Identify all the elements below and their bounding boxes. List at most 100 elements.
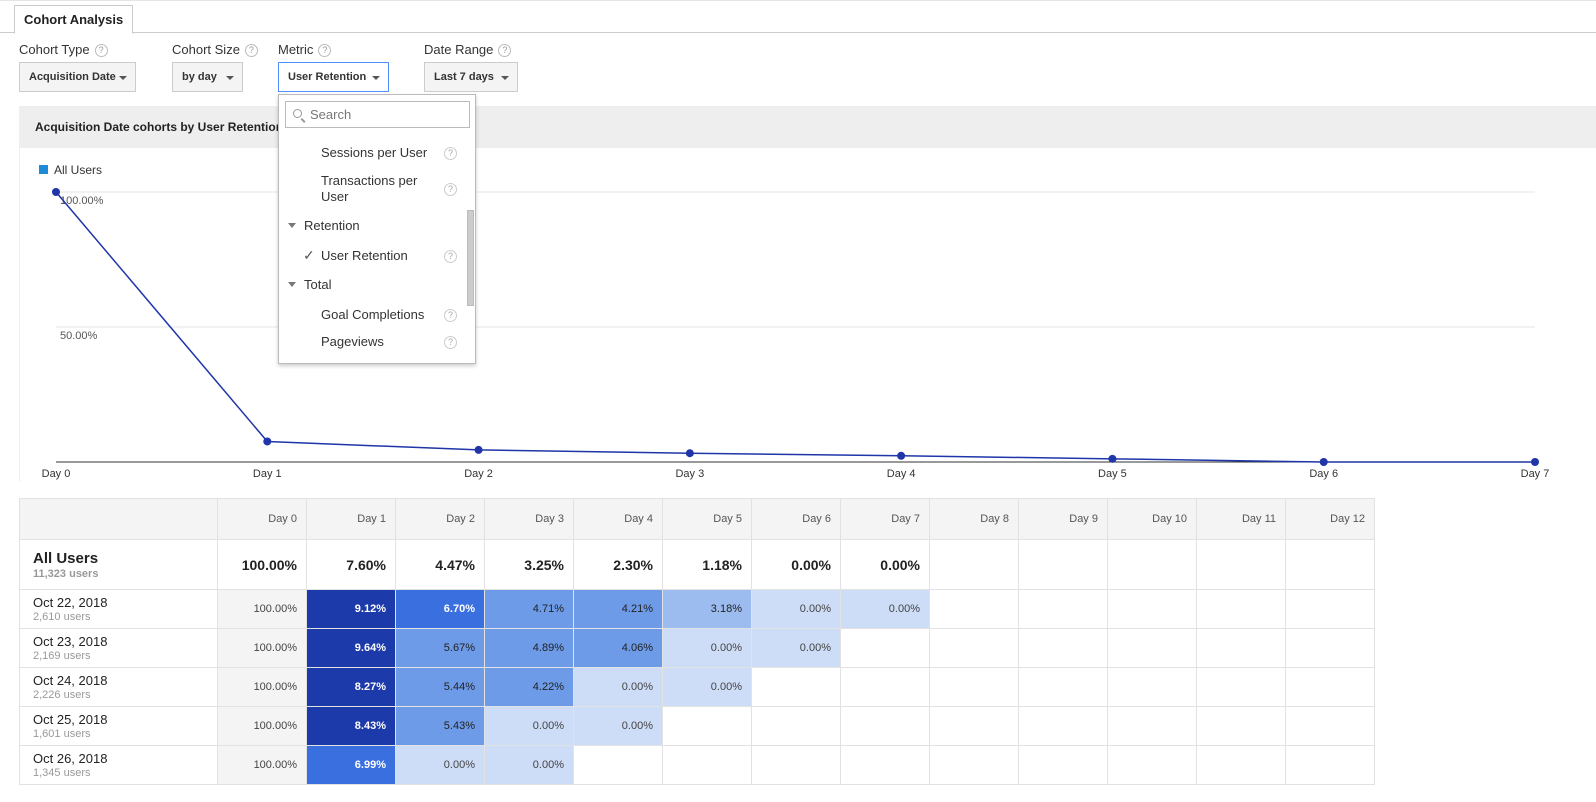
table-cell: 0.00% xyxy=(662,628,752,668)
column-header[interactable]: Day 9 xyxy=(1018,498,1108,540)
table-cell xyxy=(1285,706,1375,746)
table-cell xyxy=(1196,589,1286,629)
cohort-type-label: Cohort Type? xyxy=(19,42,108,57)
retention-line-chart: 100.00% 50.00% Day 0 Day 1 Day 2 Day 3 Day 4 Da… xyxy=(42,188,1550,480)
table-cell: 5.43% xyxy=(395,706,485,746)
table-cell: 6.99% xyxy=(306,745,396,785)
table-cell: 9.64% xyxy=(306,628,396,668)
help-icon[interactable]: ? xyxy=(444,250,457,263)
table-cell xyxy=(1018,667,1108,707)
table-cell xyxy=(662,706,752,746)
column-header[interactable]: Day 6 xyxy=(751,498,841,540)
column-header[interactable]: Day 1 xyxy=(306,498,396,540)
cohort-type-dropdown[interactable]: Acquisition Date xyxy=(19,62,136,92)
column-header[interactable]: Day 8 xyxy=(929,498,1019,540)
help-icon[interactable]: ? xyxy=(444,147,457,160)
search-icon xyxy=(293,109,302,118)
table-row: Oct 22, 2018 2,610 users 100.00% 9.12% 6.70%… xyxy=(19,589,1375,629)
x-tick-label: Day 7 xyxy=(1521,468,1550,480)
tab-cohort-analysis[interactable]: Cohort Analysis xyxy=(14,5,134,34)
table-cell xyxy=(1285,539,1375,590)
table-cell xyxy=(840,745,930,785)
table-cell: 0.00% xyxy=(840,539,930,590)
metric-menu: Search Sessions per User ? Transactions … xyxy=(278,94,476,364)
x-tick-label: Day 5 xyxy=(1098,468,1127,480)
menu-group-retention[interactable]: Retention xyxy=(288,218,360,233)
help-icon[interactable]: ? xyxy=(498,44,512,57)
column-header[interactable]: Day 12 xyxy=(1285,498,1375,540)
cohort-size-dropdown[interactable]: by day xyxy=(172,62,243,92)
y-tick-label: 100.00% xyxy=(60,195,104,207)
column-header[interactable]: Day 11 xyxy=(1196,498,1286,540)
help-icon[interactable]: ? xyxy=(244,44,258,57)
data-point xyxy=(897,451,906,460)
cohort-date: All Users xyxy=(33,549,99,567)
cohort-user-count: 11,323 users xyxy=(33,567,99,580)
table-cell: 8.27% xyxy=(306,667,396,707)
cohort-date: Oct 24, 2018 xyxy=(33,673,108,688)
help-icon[interactable]: ? xyxy=(318,44,332,57)
help-icon[interactable]: ? xyxy=(94,44,108,57)
data-point xyxy=(1319,458,1328,466)
table-cell: 0.00% xyxy=(573,667,663,707)
menu-item-goal-completions[interactable]: Goal Completions xyxy=(321,307,425,322)
column-header[interactable]: Day 3 xyxy=(484,498,574,540)
menu-item-transactions-per-user[interactable]: Transactions per User xyxy=(321,173,418,204)
cohort-user-count: 1,345 users xyxy=(33,767,91,779)
table-cell: 4.22% xyxy=(484,667,574,707)
chevron-down-icon xyxy=(119,76,127,80)
table-cell: 4.71% xyxy=(484,589,574,629)
help-icon[interactable]: ? xyxy=(444,183,457,196)
table-cell xyxy=(751,706,841,746)
cohort-date: Oct 23, 2018 xyxy=(33,634,108,649)
table-cell xyxy=(929,706,1019,746)
table-cell xyxy=(751,667,841,707)
menu-item-user-retention[interactable]: User Retention xyxy=(321,248,408,263)
table-cell xyxy=(1107,706,1197,746)
column-header[interactable]: Day 0 xyxy=(217,498,307,540)
total-row: All Users 11,323 users 100.00% 7.60% 4.47% 3.… xyxy=(19,539,1375,590)
table-cell: 9.12% xyxy=(306,589,396,629)
cohort-user-count: 2,169 users xyxy=(33,650,91,662)
tab-bar: Cohort Analysis xyxy=(0,0,1596,34)
table-cell xyxy=(1107,745,1197,785)
menu-scrollbar[interactable] xyxy=(467,210,474,306)
column-header[interactable]: Day 7 xyxy=(840,498,930,540)
table-row: Oct 26, 2018 1,345 users 100.00% 6.99% 0.00%… xyxy=(19,745,1375,785)
cohort-date: Oct 22, 2018 xyxy=(33,595,108,610)
table-cell: 0.00% xyxy=(573,706,663,746)
table-cell: 5.67% xyxy=(395,628,485,668)
metric-dropdown[interactable]: User Retention xyxy=(278,62,389,92)
menu-item-pageviews[interactable]: Pageviews xyxy=(321,334,384,349)
column-header[interactable]: Day 5 xyxy=(662,498,752,540)
help-icon[interactable]: ? xyxy=(444,336,457,349)
row-label: Oct 26, 2018 1,345 users xyxy=(19,745,218,785)
menu-group-total[interactable]: Total xyxy=(288,277,331,292)
row-label: All Users 11,323 users xyxy=(19,539,218,590)
legend-swatch xyxy=(39,165,48,174)
table-cell: 5.44% xyxy=(395,667,485,707)
table-cell xyxy=(929,628,1019,668)
table-cell: 100.00% xyxy=(217,589,307,629)
table-cell: 100.00% xyxy=(217,667,307,707)
collapse-triangle-icon xyxy=(288,282,296,287)
help-icon[interactable]: ? xyxy=(444,309,457,322)
menu-search-input[interactable]: Search xyxy=(285,101,470,128)
table-cell: 4.21% xyxy=(573,589,663,629)
y-tick-label: 50.00% xyxy=(60,330,98,342)
column-header[interactable]: Day 4 xyxy=(573,498,663,540)
date-range-dropdown[interactable]: Last 7 days xyxy=(424,62,518,92)
row-label: Oct 23, 2018 2,169 users xyxy=(19,628,218,668)
table-cell xyxy=(1018,706,1108,746)
x-tick-label: Day 4 xyxy=(887,468,916,480)
menu-item-sessions-per-user[interactable]: Sessions per User xyxy=(321,145,428,160)
table-row: Oct 23, 2018 2,169 users 100.00% 9.64% 5.67%… xyxy=(19,628,1375,668)
table-cell: 2.30% xyxy=(573,539,663,590)
chevron-down-icon xyxy=(226,76,234,80)
table-cell xyxy=(1285,589,1375,629)
table-cell xyxy=(1196,745,1286,785)
chevron-down-icon xyxy=(501,76,509,80)
column-header[interactable]: Day 10 xyxy=(1107,498,1197,540)
x-tick-label: Day 6 xyxy=(1309,468,1338,480)
column-header[interactable]: Day 2 xyxy=(395,498,485,540)
